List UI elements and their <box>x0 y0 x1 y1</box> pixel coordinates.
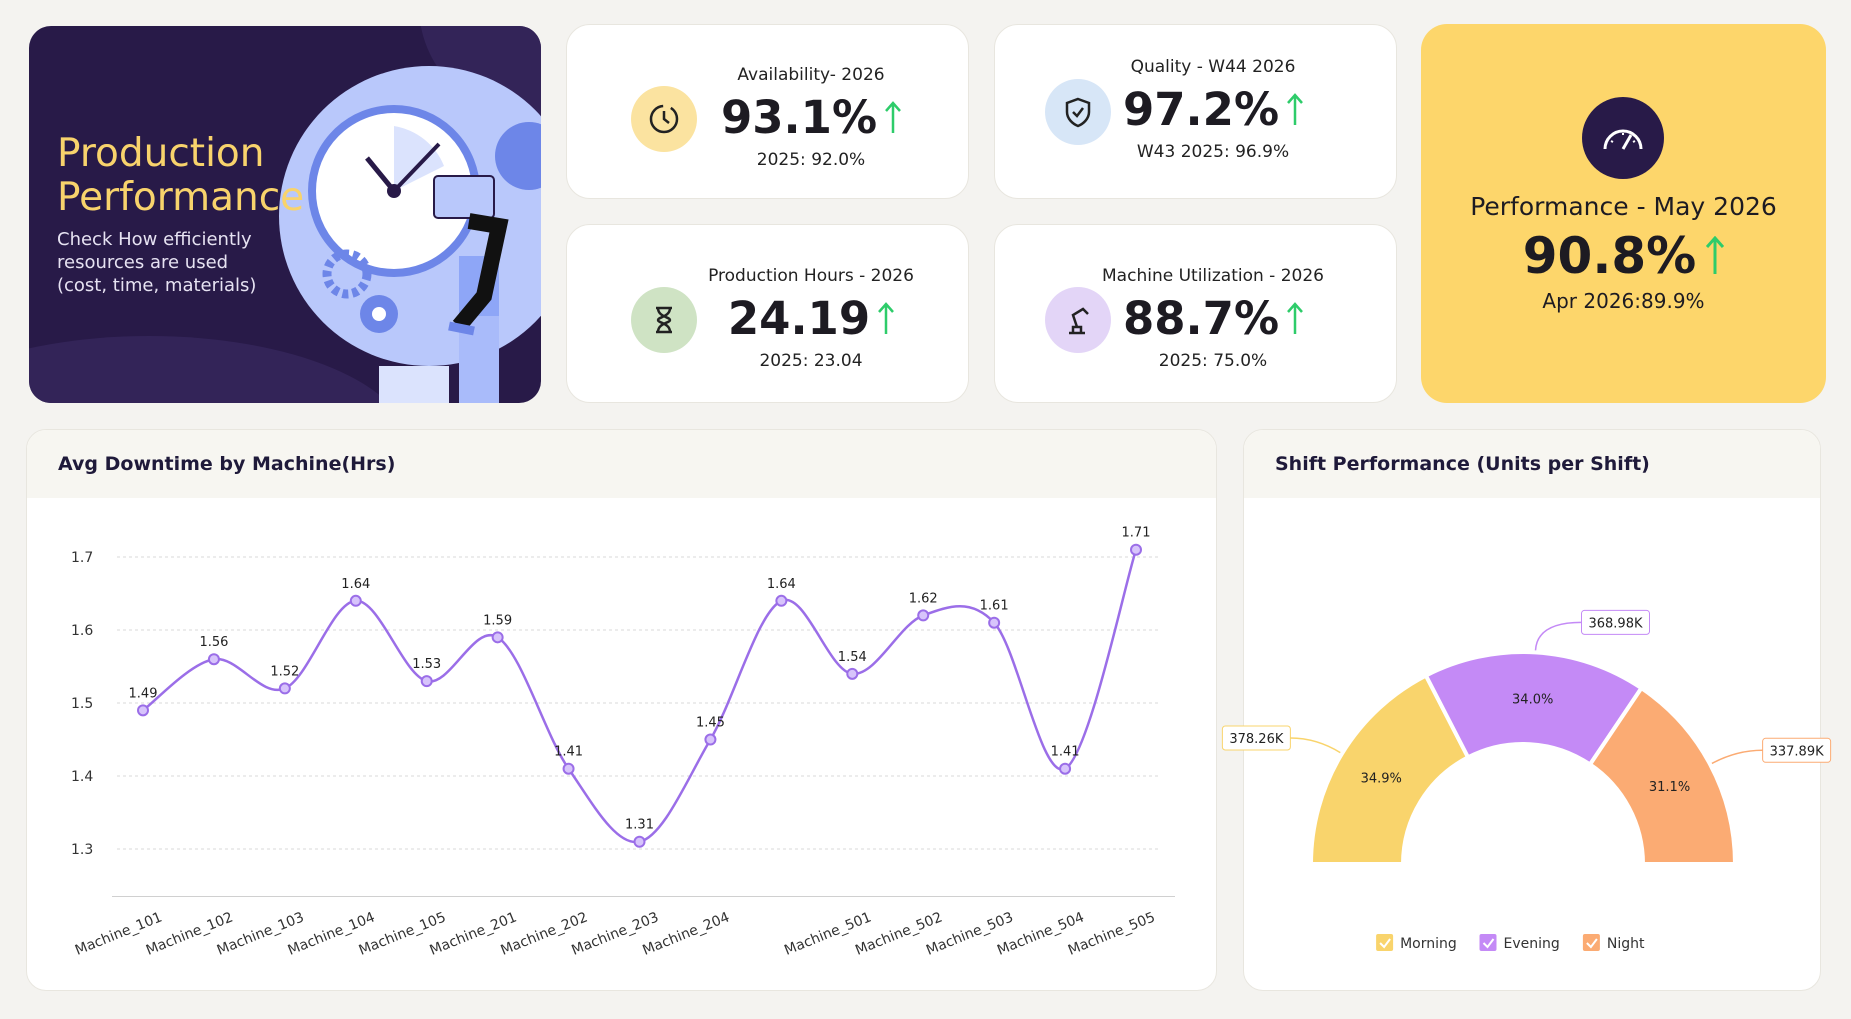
legend-label: Night <box>1607 936 1645 952</box>
point <box>278 682 291 695</box>
y-tick-label: 1.4 <box>71 769 93 785</box>
percent-label: 31.1% <box>1649 780 1690 795</box>
kpi-value: 97.2% <box>1122 83 1280 136</box>
data-label: 1.53 <box>412 657 441 672</box>
legend-swatch <box>1479 934 1497 951</box>
chart-title: Avg Downtime by Machine(Hrs) <box>27 430 1216 498</box>
featured-value: 90.8% <box>1522 227 1697 285</box>
leader-line <box>1534 621 1582 651</box>
line-chart-panel: Avg Downtime by Machine(Hrs) <box>26 429 1217 991</box>
kpi-compare: W43 2025: 96.9% <box>1136 142 1290 162</box>
y-tick-label: 1.3 <box>71 842 93 858</box>
kpi-value: 88.7% <box>1122 292 1280 345</box>
value-label: 378.26K <box>1229 732 1283 747</box>
point <box>846 667 859 680</box>
point <box>917 609 930 622</box>
kpi-card: Quality - W44 2026 97.2% W43 2025: 96.9% <box>994 24 1397 199</box>
point <box>491 631 504 644</box>
kpi-compare: 2025: 23.04 <box>759 351 863 371</box>
data-label: 1.41 <box>554 745 583 760</box>
kpi-compare: 2025: 92.0% <box>756 150 866 170</box>
up-arrow <box>1287 301 1304 334</box>
line <box>142 549 1138 844</box>
data-label: 1.54 <box>838 650 867 665</box>
value-label: 368.98K <box>1588 616 1642 631</box>
data-label: 1.62 <box>909 591 938 606</box>
data-label: 1.61 <box>980 599 1009 614</box>
percent-label: 34.9% <box>1361 772 1402 787</box>
y-tick-label: 1.5 <box>71 696 93 712</box>
kpi-card: Machine Utilization - 2026 88.7% 2025: 7… <box>994 224 1397 403</box>
featured-compare: Apr 2026:89.9% <box>1542 289 1705 313</box>
up-arrow <box>885 100 902 133</box>
label-box <box>1221 725 1291 751</box>
leader-line <box>1290 737 1341 754</box>
featured-label: Performance - May 2026 <box>1470 192 1777 221</box>
label-box <box>1762 737 1832 763</box>
featured-kpi-card: Performance - May 2026 90.8% Apr 2026:89… <box>1421 24 1826 403</box>
value-label: 337.89K <box>1770 744 1824 759</box>
data-label: 1.31 <box>625 818 654 833</box>
kpi-label: Production Hours - 2026 <box>708 266 914 286</box>
kpi-value: 93.1% <box>720 91 878 144</box>
leader-line <box>1711 749 1763 765</box>
point <box>137 704 149 717</box>
chart-title: Shift Performance (Units per Shift) <box>1244 430 1820 498</box>
data-label: 1.59 <box>483 613 512 628</box>
legend-label: Morning <box>1400 936 1457 952</box>
kpi-icon <box>631 86 697 152</box>
point <box>562 762 575 775</box>
point <box>349 594 362 607</box>
slice <box>1587 685 1738 866</box>
data-label: 1.64 <box>341 577 370 592</box>
data-label: 1.45 <box>696 716 725 731</box>
point <box>775 594 788 607</box>
legend-check <box>1379 938 1391 949</box>
point <box>988 616 1001 629</box>
kpi-label: Quality - W44 2026 <box>1130 57 1296 77</box>
kpi-value: 24.19 <box>727 292 871 345</box>
legend-swatch <box>1582 934 1600 951</box>
legend-label: Evening <box>1504 936 1560 952</box>
data-label: 1.41 <box>1051 745 1080 760</box>
banner-title: Production Performance <box>57 131 305 220</box>
kpi-card: Availability- 2026 93.1% 2025: 92.0% <box>566 24 969 199</box>
data-label: 1.71 <box>1122 526 1151 541</box>
legend-swatch <box>1376 934 1394 951</box>
data-label: 1.49 <box>129 686 158 701</box>
point <box>1130 543 1142 556</box>
kpi-label: Availability- 2026 <box>737 65 885 85</box>
kpi-card: Production Hours - 2026 24.19 2025: 23.0… <box>566 224 969 403</box>
point <box>704 733 717 746</box>
y-tick-label: 1.7 <box>71 550 93 566</box>
up-arrow <box>1706 236 1725 274</box>
featured-icon <box>1582 97 1664 179</box>
up-arrow <box>1287 92 1304 125</box>
kpi-icon <box>631 287 697 353</box>
label-box <box>1580 609 1650 635</box>
up-arrow <box>878 301 895 334</box>
kpi-icon <box>1045 287 1111 353</box>
kpi-label: Machine Utilization - 2026 <box>1102 266 1324 286</box>
y-tick-label: 1.6 <box>71 623 93 639</box>
legend-check <box>1586 938 1598 949</box>
kpi-compare: 2025: 75.0% <box>1158 351 1268 371</box>
legend-check <box>1482 938 1495 949</box>
banner-subtitle: Check How efficiently resources are used… <box>57 229 257 296</box>
point <box>420 675 433 688</box>
banner: Production Performance Check How efficie… <box>29 26 541 403</box>
point <box>207 653 220 666</box>
point <box>633 835 646 848</box>
point <box>1059 762 1072 775</box>
kpi-icon <box>1045 79 1111 145</box>
data-label: 1.64 <box>767 577 796 592</box>
data-label: 1.56 <box>199 635 228 650</box>
data-label: 1.52 <box>270 664 299 679</box>
banner-illustration <box>29 26 541 403</box>
percent-label: 34.0% <box>1512 692 1553 707</box>
slice <box>1308 672 1471 866</box>
